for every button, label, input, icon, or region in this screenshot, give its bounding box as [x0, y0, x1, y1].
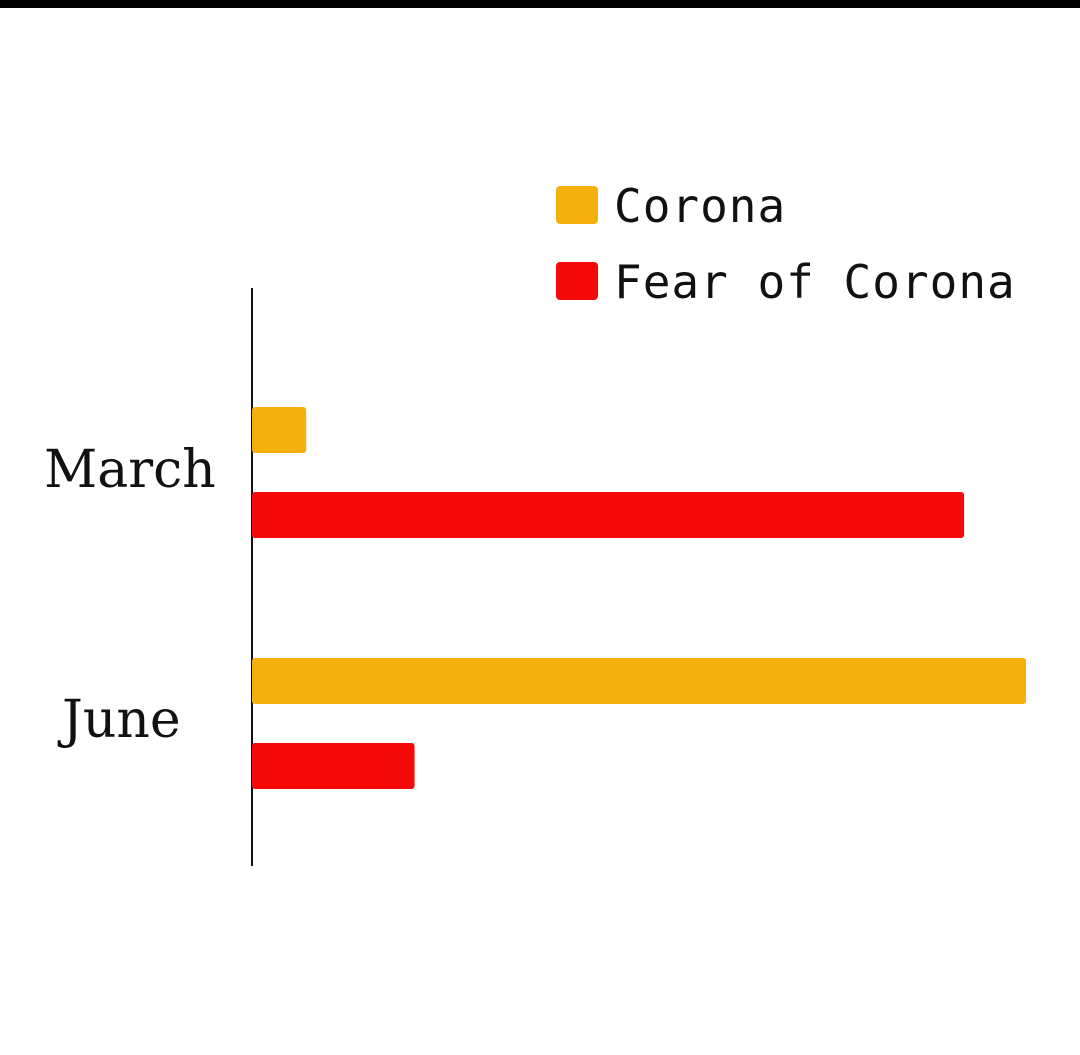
bar-march-fear-of-corona	[252, 492, 965, 538]
legend-swatch-corona	[556, 186, 598, 224]
legend-swatch-fear-of-corona	[556, 262, 598, 300]
bar-june-corona	[252, 658, 1026, 704]
legend-label-corona: Corona	[614, 179, 787, 233]
category-label-march: March	[44, 440, 216, 500]
bar-march-corona	[252, 407, 307, 453]
category-label-june: June	[57, 690, 181, 750]
top-border	[0, 0, 1080, 8]
bar-june-fear-of-corona	[252, 743, 415, 789]
legend-label-fear-of-corona: Fear of Corona	[614, 255, 1016, 309]
